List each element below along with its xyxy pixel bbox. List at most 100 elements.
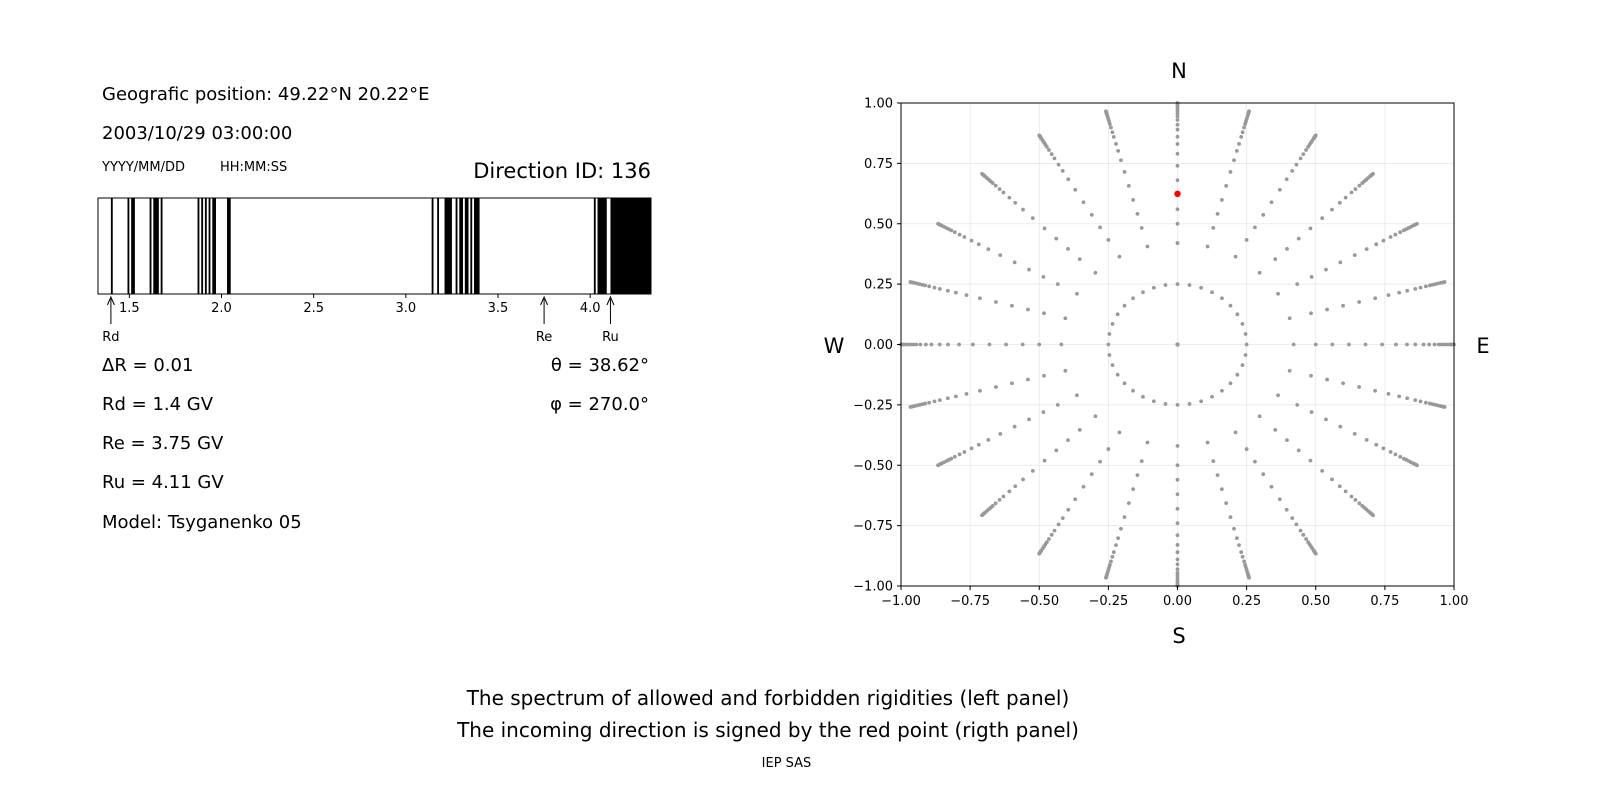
direction-scatter-chart: −1.00 −0.75 −0.50 −0.25 0.00 0.25 0.50 0.75 1.00… — [853, 97, 1468, 610]
direction-grid-point — [1055, 402, 1060, 407]
forbidden-band — [149, 198, 152, 294]
marker-arrow-head — [540, 295, 549, 306]
direction-grid-point — [1199, 399, 1204, 404]
direction-grid-point — [1116, 536, 1121, 541]
direction-grid-point — [1415, 463, 1419, 468]
direction-grid-point — [1066, 246, 1070, 251]
direction-grid-point — [1141, 394, 1145, 399]
direction-grid-point — [1026, 377, 1030, 382]
direction-grid-point — [1117, 254, 1122, 259]
direction-grid-point — [1131, 197, 1136, 202]
direction-grid-point — [1047, 537, 1051, 541]
direction-grid-point — [1224, 183, 1229, 188]
scatter-y-tick-label: 0.50 — [864, 217, 893, 232]
direction-grid-point — [1077, 427, 1082, 432]
direction-grid-point — [1413, 286, 1418, 291]
direction-grid-point — [1175, 127, 1180, 132]
direction-grid-point — [952, 454, 957, 459]
direction-grid-point — [1290, 169, 1295, 173]
direction-grid-point — [1309, 373, 1313, 378]
direction-grid-point — [1199, 285, 1204, 290]
direction-grid-point — [1175, 521, 1180, 526]
direction-grid-point — [946, 342, 950, 347]
direction-grid-point — [1122, 515, 1127, 520]
forbidden-band — [204, 198, 207, 294]
direction-grid-point — [1442, 280, 1447, 284]
direction-grid-point — [1139, 225, 1144, 230]
direction-grid-point — [1026, 307, 1030, 312]
spectrum-x-tick-label: 3.5 — [488, 301, 509, 316]
forbidden-band — [153, 198, 159, 294]
direction-grid-point — [1066, 438, 1070, 443]
direction-grid-point — [1296, 236, 1301, 241]
direction-grid-point — [1042, 373, 1046, 378]
direction-grid-point — [1324, 267, 1328, 272]
direction-grid-point — [1041, 274, 1046, 279]
direction-grid-point — [1242, 559, 1246, 564]
direction-grid-point — [1106, 342, 1111, 347]
direction-grid-point — [976, 242, 981, 247]
forbidden-band — [201, 198, 204, 294]
direction-grid-point — [1394, 342, 1398, 347]
direction-grid-point — [1235, 372, 1240, 377]
direction-grid-point — [1423, 400, 1428, 405]
direction-grid-point — [1397, 290, 1402, 295]
direction-grid-point — [908, 342, 913, 347]
direction-grid-point — [1175, 221, 1180, 226]
direction-grid-point — [1374, 442, 1379, 447]
direction-grid-point — [1304, 537, 1308, 541]
direction-grid-point — [976, 442, 981, 447]
direction-grid-point — [1343, 489, 1348, 494]
direction-grid-point — [1273, 257, 1278, 262]
spectrum-background — [98, 198, 651, 294]
direction-grid-point — [1418, 285, 1423, 290]
direction-grid-point — [980, 171, 984, 176]
direction-grid-point — [1337, 484, 1342, 489]
direction-grid-point — [1163, 283, 1168, 287]
direction-grid-point — [914, 342, 919, 347]
direction-grid-point — [1010, 303, 1014, 308]
direction-grid-point — [937, 398, 942, 403]
direction-grid-point — [993, 183, 998, 188]
direction-grid-point — [1287, 316, 1292, 321]
direction-grid-point — [1187, 402, 1192, 406]
direction-grid-point — [1107, 332, 1112, 336]
direction-grid-point — [1244, 238, 1249, 242]
direction-grid-point — [957, 232, 962, 237]
direction-grid-point — [918, 342, 923, 347]
marker-label-re: Re — [536, 330, 552, 345]
scatter-x-tick-label: −1.00 — [881, 594, 921, 609]
direction-grid-point — [1393, 452, 1398, 457]
direction-grid-point — [1423, 284, 1428, 289]
caption-line-1: The spectrum of allowed and forbidden ri… — [466, 686, 1070, 710]
direction-grid-point — [932, 285, 937, 290]
direction-grid-point — [1349, 494, 1354, 499]
direction-grid-point — [1175, 444, 1180, 448]
direction-grid-point — [1007, 489, 1012, 494]
forbidden-band — [127, 198, 130, 294]
spectrum-x-tick-label: 2.0 — [211, 301, 232, 316]
compass-west-label: W — [824, 334, 845, 358]
direction-grid-point — [1054, 236, 1059, 241]
direction-grid-point — [1151, 285, 1156, 290]
direction-grid-point — [1145, 440, 1150, 445]
direction-grid-point — [1349, 190, 1354, 195]
direction-grid-point — [1055, 282, 1060, 287]
direction-grid-point — [1107, 353, 1112, 357]
direction-grid-point — [1232, 526, 1236, 531]
spectrum-x-tick-label: 4.0 — [580, 301, 601, 316]
direction-grid-point — [1054, 448, 1059, 453]
direction-grid-point — [1145, 244, 1150, 249]
direction-grid-point — [1294, 162, 1299, 167]
direction-grid-point — [1427, 342, 1432, 347]
direction-grid-point — [1205, 440, 1210, 445]
direction-grid-point — [1075, 393, 1079, 398]
direction-grid-point — [1243, 332, 1248, 336]
direction-grid-point — [1215, 473, 1220, 478]
direction-grid-point — [1232, 158, 1236, 163]
forbidden-band — [227, 198, 231, 294]
direction-grid-point — [957, 342, 961, 347]
direction-grid-point — [1059, 342, 1064, 347]
direction-grid-point — [977, 388, 982, 393]
direction-grid-point — [1175, 151, 1180, 156]
